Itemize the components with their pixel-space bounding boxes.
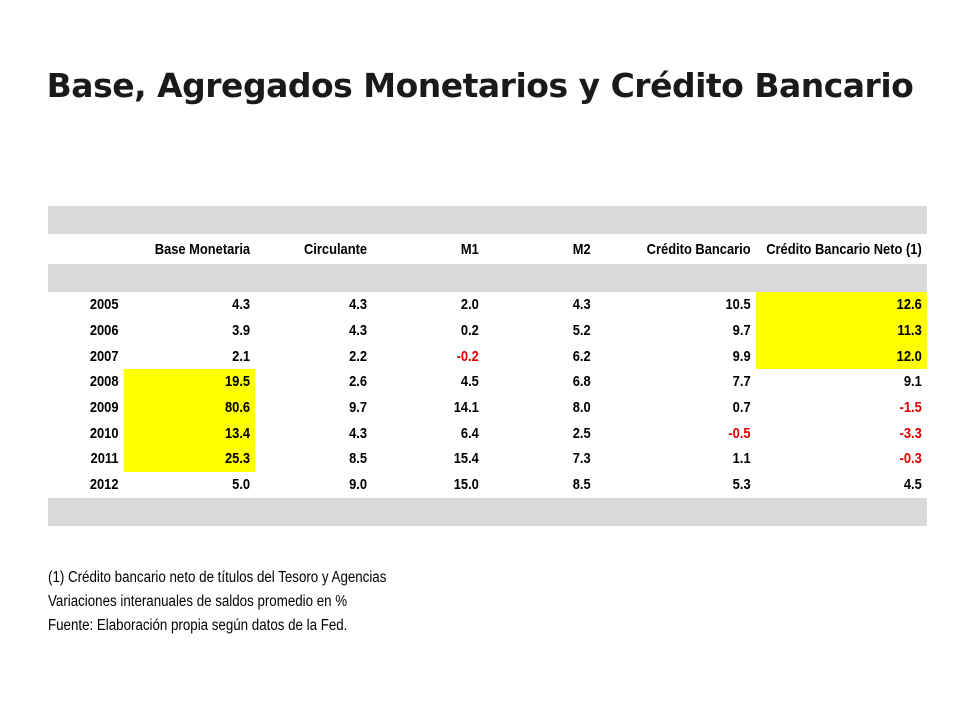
- value-cell: 6.8: [572, 373, 591, 391]
- data-table-container: Base Monetaria Circulante M1 M2 Crédito …: [48, 206, 927, 526]
- value-cell: 4.3: [349, 424, 368, 442]
- value-cell: 15.0: [453, 476, 479, 494]
- value-cell: 7.3: [572, 450, 591, 468]
- value-cell: 5.2: [572, 322, 591, 340]
- value-cell: 4.3: [349, 296, 368, 314]
- footnote-source: Fuente: Elaboración propia según datos d…: [48, 617, 348, 634]
- value-cell: 0.2: [460, 322, 479, 340]
- year-cell: 2007: [89, 347, 119, 365]
- header-cell-circulante: Circulante: [303, 240, 368, 258]
- value-cell: 12.6: [755, 292, 927, 318]
- year-cell: 2009: [89, 399, 119, 417]
- value-cell: 4.3: [349, 322, 368, 340]
- table-row: 2007 2.1 2.2 -0.2 6.2 9.9 12.0: [48, 343, 927, 370]
- year-cell: 2005: [89, 296, 119, 314]
- value-cell: 1.1: [732, 450, 751, 468]
- footnotes: (1) Crédito bancario neto de títulos del…: [48, 566, 386, 638]
- header-cell-credito-bancario: Crédito Bancario: [646, 240, 751, 258]
- slide-title: Base, Agregados Monetarios y Crédito Ban…: [46, 66, 914, 105]
- value-cell: 5.3: [732, 476, 751, 494]
- footnote-units: Variaciones interanuales de saldos prome…: [48, 593, 348, 610]
- value-cell: 7.7: [732, 373, 751, 391]
- table-row: 2011 25.3 8.5 15.4 7.3 1.1 -0.3: [48, 446, 927, 472]
- value-cell: -3.3: [899, 424, 922, 442]
- table-row: 2009 80.6 9.7 14.1 8.0 0.7 -1.5: [48, 394, 927, 421]
- value-cell: 8.5: [572, 476, 591, 494]
- table-row: 2012 5.0 9.0 15.0 8.5 5.3 4.5: [48, 472, 927, 498]
- value-cell: 6.4: [460, 424, 479, 442]
- value-cell: 4.5: [460, 373, 479, 391]
- value-cell: 2.6: [349, 373, 368, 391]
- footnote-definition: (1) Crédito bancario neto de títulos del…: [48, 569, 387, 586]
- value-cell: 2.1: [232, 347, 251, 365]
- table-row: 2005 4.3 4.3 2.0 4.3 10.5 12.6: [48, 292, 927, 318]
- value-cell: 9.1: [903, 373, 922, 391]
- year-cell: 2010: [89, 424, 119, 442]
- value-cell: 2.0: [460, 296, 479, 314]
- value-cell: 9.7: [732, 322, 751, 340]
- top-band: [48, 206, 927, 234]
- mid-band: [48, 264, 927, 292]
- value-cell: 9.0: [349, 476, 368, 494]
- header-cell-credito-bancario-neto: Crédito Bancario Neto (1): [766, 240, 922, 258]
- value-cell: 8.0: [572, 399, 591, 417]
- header-cell-year: [48, 234, 124, 264]
- value-cell: 8.5: [349, 450, 368, 468]
- value-cell: 25.3: [123, 446, 256, 472]
- year-cell: 2011: [90, 450, 119, 468]
- table-row: 2008 19.5 2.6 4.5 6.8 7.7 9.1: [48, 369, 927, 395]
- bottom-band: [48, 497, 927, 526]
- value-cell: 15.4: [453, 450, 479, 468]
- value-cell: 9.9: [732, 347, 751, 365]
- value-cell: -0.3: [899, 450, 922, 468]
- value-cell: 6.2: [572, 347, 591, 365]
- header-row: Base Monetaria Circulante M1 M2 Crédito …: [48, 234, 927, 264]
- data-table: Base Monetaria Circulante M1 M2 Crédito …: [48, 206, 927, 526]
- year-cell: 2012: [89, 476, 119, 494]
- table-row: 2006 3.9 4.3 0.2 5.2 9.7 11.3: [48, 317, 927, 344]
- value-cell: 2.5: [572, 424, 591, 442]
- header-cell-m2: M2: [572, 240, 591, 258]
- value-cell: 5.0: [232, 476, 251, 494]
- value-cell: 4.5: [903, 476, 922, 494]
- value-cell: -1.5: [899, 399, 922, 417]
- year-cell: 2006: [89, 322, 119, 340]
- value-cell: 80.6: [123, 394, 256, 421]
- header-cell-base-monetaria: Base Monetaria: [154, 240, 251, 258]
- value-cell: 19.5: [123, 369, 256, 395]
- header-cell-m1: M1: [460, 240, 479, 258]
- year-cell: 2008: [89, 373, 119, 391]
- value-cell: 9.7: [349, 399, 368, 417]
- value-cell: -0.2: [456, 347, 479, 365]
- value-cell: -0.5: [728, 424, 751, 442]
- table-row: 2010 13.4 4.3 6.4 2.5 -0.5 -3.3: [48, 420, 927, 447]
- data-body: 2005 4.3 4.3 2.0 4.3 10.5 12.6 2006 3.9 4.3 0.2 5.2…: [48, 292, 927, 498]
- value-cell: 13.4: [123, 420, 256, 447]
- value-cell: 2.2: [349, 347, 368, 365]
- value-cell: 11.3: [755, 317, 927, 344]
- value-cell: 3.9: [232, 322, 251, 340]
- value-cell: 4.3: [232, 296, 251, 314]
- value-cell: 14.1: [453, 399, 479, 417]
- value-cell: 0.7: [732, 399, 751, 417]
- value-cell: 4.3: [572, 296, 591, 314]
- value-cell: 12.0: [755, 343, 927, 370]
- value-cell: 10.5: [725, 296, 751, 314]
